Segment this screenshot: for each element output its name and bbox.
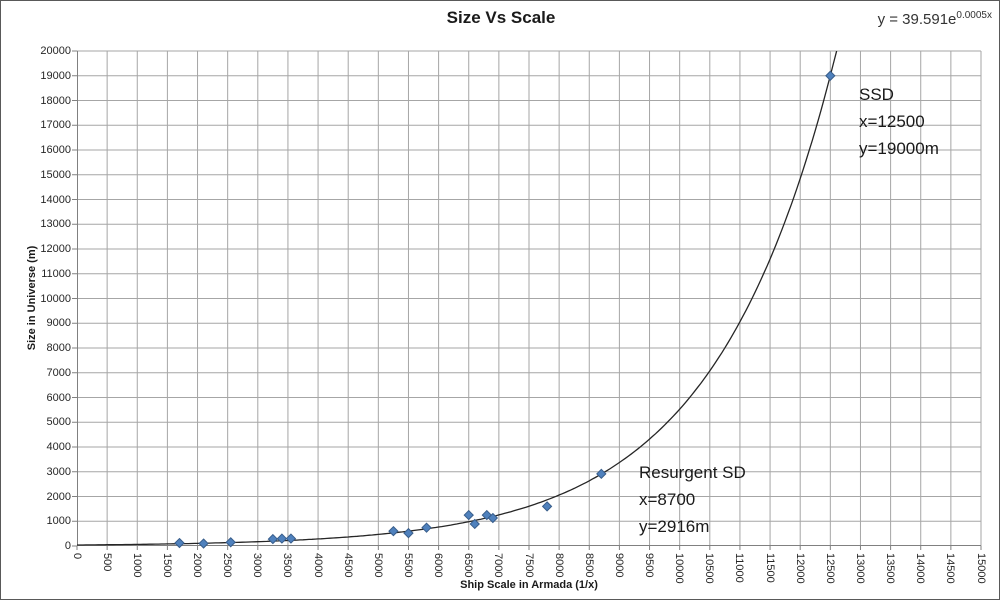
annotation-resurgent-sd: Resurgent SD x=8700 y=2916m: [639, 459, 746, 540]
chart-title: Size Vs Scale: [446, 8, 556, 27]
plot-svg: [72, 50, 982, 550]
x-tick-label: 5500: [401, 553, 414, 578]
y-tick-label: 6000: [46, 391, 71, 404]
annotation-line: x=12500: [859, 112, 925, 131]
x-tick-label: 6500: [462, 553, 475, 578]
data-point-marker: [267, 533, 279, 545]
data-point-marker: [403, 527, 414, 539]
y-tick-label: 14000: [40, 193, 71, 206]
data-point-marker: [487, 512, 499, 524]
x-tick-label: 2000: [191, 553, 204, 578]
data-point-marker: [285, 533, 297, 544]
x-tick-label: 8000: [552, 553, 565, 578]
data-point-marker: [276, 533, 288, 544]
y-tick-label: 16000: [40, 144, 71, 156]
annotation-line: y=19000m: [859, 139, 939, 158]
annotation-line: x=8700: [639, 490, 696, 509]
y-tick-label: 4000: [46, 441, 71, 453]
y-axis-title: Size in Universe (m): [26, 245, 38, 351]
y-tick-label: 12000: [40, 243, 71, 255]
y-tick-label: 19000: [40, 69, 71, 82]
y-tick-label: 7000: [46, 366, 71, 379]
x-tick-label: 8500: [582, 553, 595, 578]
data-point-marker: [388, 525, 399, 537]
x-tick-label: 0: [70, 553, 83, 560]
x-tick-label: 4500: [341, 553, 354, 578]
x-tick-label: 3000: [251, 553, 264, 578]
y-tick-label: 17000: [40, 119, 71, 132]
equation-base: y = 39.591e: [877, 11, 957, 28]
plot-area: [72, 50, 982, 550]
y-tick-label: 20000: [40, 45, 71, 57]
y-tick-label: 9000: [46, 317, 71, 330]
trendline-equation: y = 39.591e0.0005x: [878, 10, 992, 28]
data-point-marker: [463, 509, 474, 521]
annotation-line: SSD: [859, 85, 894, 104]
data-point-marker: [421, 522, 432, 533]
y-tick-label: 10000: [40, 292, 71, 305]
x-axis-title: Ship Scale in Armada (1/x): [460, 579, 598, 591]
x-tick-label: 3500: [281, 553, 294, 578]
annotation-line: y=2916m: [639, 517, 710, 536]
data-point-marker: [198, 538, 209, 549]
x-tick-label: 2500: [221, 553, 234, 578]
y-tick-label: 13000: [40, 218, 71, 231]
x-tick-label: 4000: [311, 553, 324, 578]
data-point-marker: [225, 537, 236, 548]
data-point-marker: [825, 70, 836, 81]
x-tick-label: 7000: [492, 553, 505, 578]
data-point-marker: [596, 468, 607, 480]
x-tick-label: 7500: [522, 553, 535, 578]
x-tick-label: 5000: [371, 553, 384, 578]
y-tick-label: 15000: [40, 168, 71, 181]
data-point-marker: [481, 509, 493, 521]
x-tick-label: 6000: [432, 553, 445, 578]
data-point-marker: [174, 537, 185, 549]
x-tick-label: 1500: [160, 553, 173, 578]
y-tick-label: 1000: [46, 515, 71, 528]
y-tick-label: 2000: [46, 490, 71, 503]
y-tick-label: 18000: [40, 94, 71, 107]
y-tick-label: 0: [64, 540, 71, 552]
x-tick-label: 500: [100, 553, 113, 572]
annotation-ssd: SSD x=12500 y=19000m: [859, 81, 939, 162]
equation-exponent: 0.0005x: [956, 10, 992, 21]
x-tick-label: 9000: [612, 553, 625, 578]
y-tick-label: 8000: [46, 342, 71, 354]
x-tick-label: 1000: [130, 553, 143, 578]
y-tick-label: 3000: [46, 465, 71, 478]
x-tick-label: 9500: [643, 553, 656, 578]
y-tick-label: 5000: [46, 416, 71, 429]
data-point-marker: [469, 518, 480, 530]
y-tick-label: 11000: [41, 267, 71, 280]
data-point-marker: [541, 501, 553, 512]
annotation-line: Resurgent SD: [639, 463, 746, 482]
